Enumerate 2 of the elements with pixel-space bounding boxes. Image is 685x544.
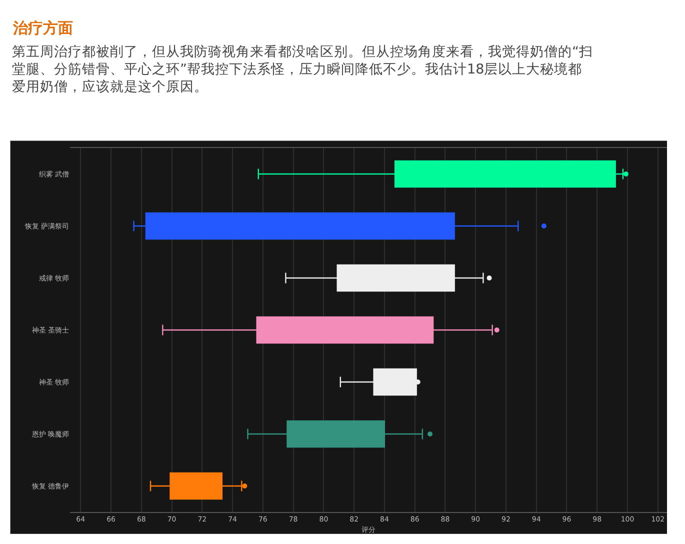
chart-subtitle: 第五周治疗都被削了，但从我防骑视角来看都没啥区别。但从控场角度来看，我觉得奶僧的“扫堂腿、分筋错骨、平心之环”帮我控下法系怪，压力瞬间降低不少。我估计18层以上大秘境都爱用奶僧，应该就是这个原因。 [12, 44, 593, 96]
chart-title: 治疗方面 [12, 19, 73, 37]
